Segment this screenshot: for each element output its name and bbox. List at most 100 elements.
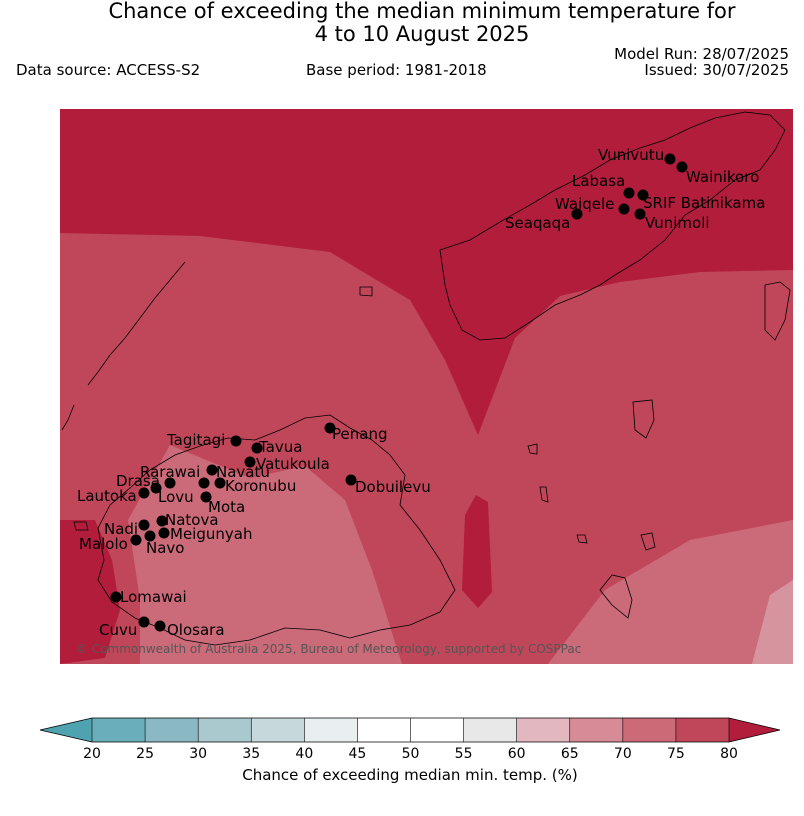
yasawa-chain	[61, 261, 186, 431]
station-marker	[158, 527, 170, 539]
colorbar-under-arrow	[40, 718, 92, 742]
station-marker	[664, 153, 676, 165]
station-marker	[634, 208, 646, 220]
taveuni-coast	[764, 281, 791, 341]
station-marker	[571, 208, 583, 220]
station-marker	[623, 187, 635, 199]
colorbar: 20 25 30 35 40 45 50 55 60 65 70 75 80	[39, 717, 781, 762]
colorbar-cell	[92, 718, 146, 742]
station-marker	[164, 477, 176, 489]
station-marker	[150, 482, 162, 494]
station-marker	[138, 487, 150, 499]
colorbar-cell	[198, 718, 252, 742]
island-e	[599, 574, 633, 619]
viti-levu-coast	[97, 414, 456, 646]
colorbar-tick-label: 55	[455, 746, 473, 762]
title-line-2: 4 to 10 August 2025	[314, 22, 530, 46]
station-label: Vatukoula	[256, 455, 330, 473]
map-title: Chance of exceeding the median minimum t…	[40, 0, 804, 46]
model-run: Model Run: 28/07/2025	[614, 45, 789, 63]
band-65-70	[128, 445, 402, 664]
map-area	[60, 109, 793, 664]
station-marker	[251, 442, 263, 454]
issued-date: Issued: 30/07/2025	[644, 61, 789, 79]
station-marker	[156, 515, 168, 527]
colorbar-cell	[145, 718, 199, 742]
vanua-levu-coast	[439, 111, 786, 341]
station-label: Meigunyah	[170, 525, 252, 543]
colorbar-tick-label: 35	[242, 746, 260, 762]
colorbar-tick-label: 40	[295, 746, 313, 762]
station-label: SRIF Batinikama	[643, 194, 765, 212]
station-label: Koronubu	[225, 477, 296, 495]
colorbar-tick-label: 60	[508, 746, 526, 762]
station-label: Tagitagi	[166, 431, 225, 449]
station-marker	[198, 477, 210, 489]
colorbar-tick-label: 20	[83, 746, 101, 762]
station-label: Cuvu	[99, 621, 137, 639]
colorbar-cell	[516, 718, 571, 742]
colorbar-cell	[569, 718, 624, 742]
band-60-65	[752, 580, 793, 664]
station-label: Vunivutu	[598, 146, 664, 164]
station-marker	[244, 456, 256, 468]
station-label: Olosara	[167, 621, 225, 639]
station-marker	[144, 530, 156, 542]
colorbar-cell	[463, 718, 518, 742]
colorbar-cell	[410, 718, 464, 742]
station-label: Lautoka	[77, 487, 137, 505]
station-label: Tavua	[258, 438, 302, 456]
colorbar-tick-label: 80	[720, 746, 738, 762]
station-marker	[637, 189, 649, 201]
station-label: Vunimoli	[645, 214, 710, 232]
colorbar-cells	[92, 718, 730, 742]
station-label: Seaqaqa	[505, 214, 570, 232]
colorbar-tick-label: 75	[667, 746, 685, 762]
station-label: Waiqele	[555, 195, 614, 213]
station-marker	[154, 620, 166, 632]
island-a	[359, 286, 373, 297]
station-marker	[138, 616, 150, 628]
island-f	[640, 532, 656, 551]
station-marker	[324, 422, 336, 434]
station-marker	[345, 474, 357, 486]
station-label: Nadi	[104, 520, 138, 538]
colorbar-tick-label: 25	[136, 746, 154, 762]
data-source: Data source: ACCESS-S2	[16, 61, 201, 79]
station-marker	[110, 591, 122, 603]
copyright-notice: © Commonwealth of Australia 2025, Bureau…	[76, 642, 581, 656]
colorbar-tick-label: 70	[614, 746, 632, 762]
band-75-80-west	[60, 520, 120, 664]
colorbar-tick-label: 50	[402, 746, 420, 762]
colorbar-cell	[675, 718, 730, 742]
station-label: Labasa	[572, 172, 625, 190]
station-label: Penang	[332, 425, 387, 443]
colorbar-cell	[622, 718, 677, 742]
station-marker	[130, 534, 142, 546]
coastlines	[61, 111, 791, 646]
base-period: Base period: 1981-2018	[306, 61, 487, 79]
colorbar-cell	[304, 718, 358, 742]
station-label: Mota	[208, 498, 245, 516]
band-65-70-southeast	[548, 520, 793, 664]
colorbar-tick-label: 65	[561, 746, 579, 762]
station-label: Malolo	[79, 535, 128, 553]
station-label: Dobuilevu	[355, 478, 431, 496]
band-75-80-south	[462, 495, 492, 608]
station-label: Navo	[146, 539, 184, 557]
station-label: Natova	[165, 511, 219, 529]
title-line-1: Chance of exceeding the median minimum t…	[108, 0, 736, 23]
colorbar-label: Chance of exceeding median min. temp. (%…	[242, 766, 578, 784]
island-h	[73, 521, 89, 531]
station-marker	[214, 477, 226, 489]
station-label: Rarawai	[140, 463, 200, 481]
station-label: Lovu	[158, 488, 194, 506]
colorbar-tick-label: 30	[189, 746, 207, 762]
station-marker	[618, 203, 630, 215]
station-marker	[676, 161, 688, 173]
stations-layer: Vunivutu Wainikoro Labasa SRIF Batinikama Wa…	[77, 146, 765, 639]
station-marker	[138, 519, 150, 531]
colorbar-cell	[357, 718, 411, 742]
station-marker	[200, 491, 212, 503]
